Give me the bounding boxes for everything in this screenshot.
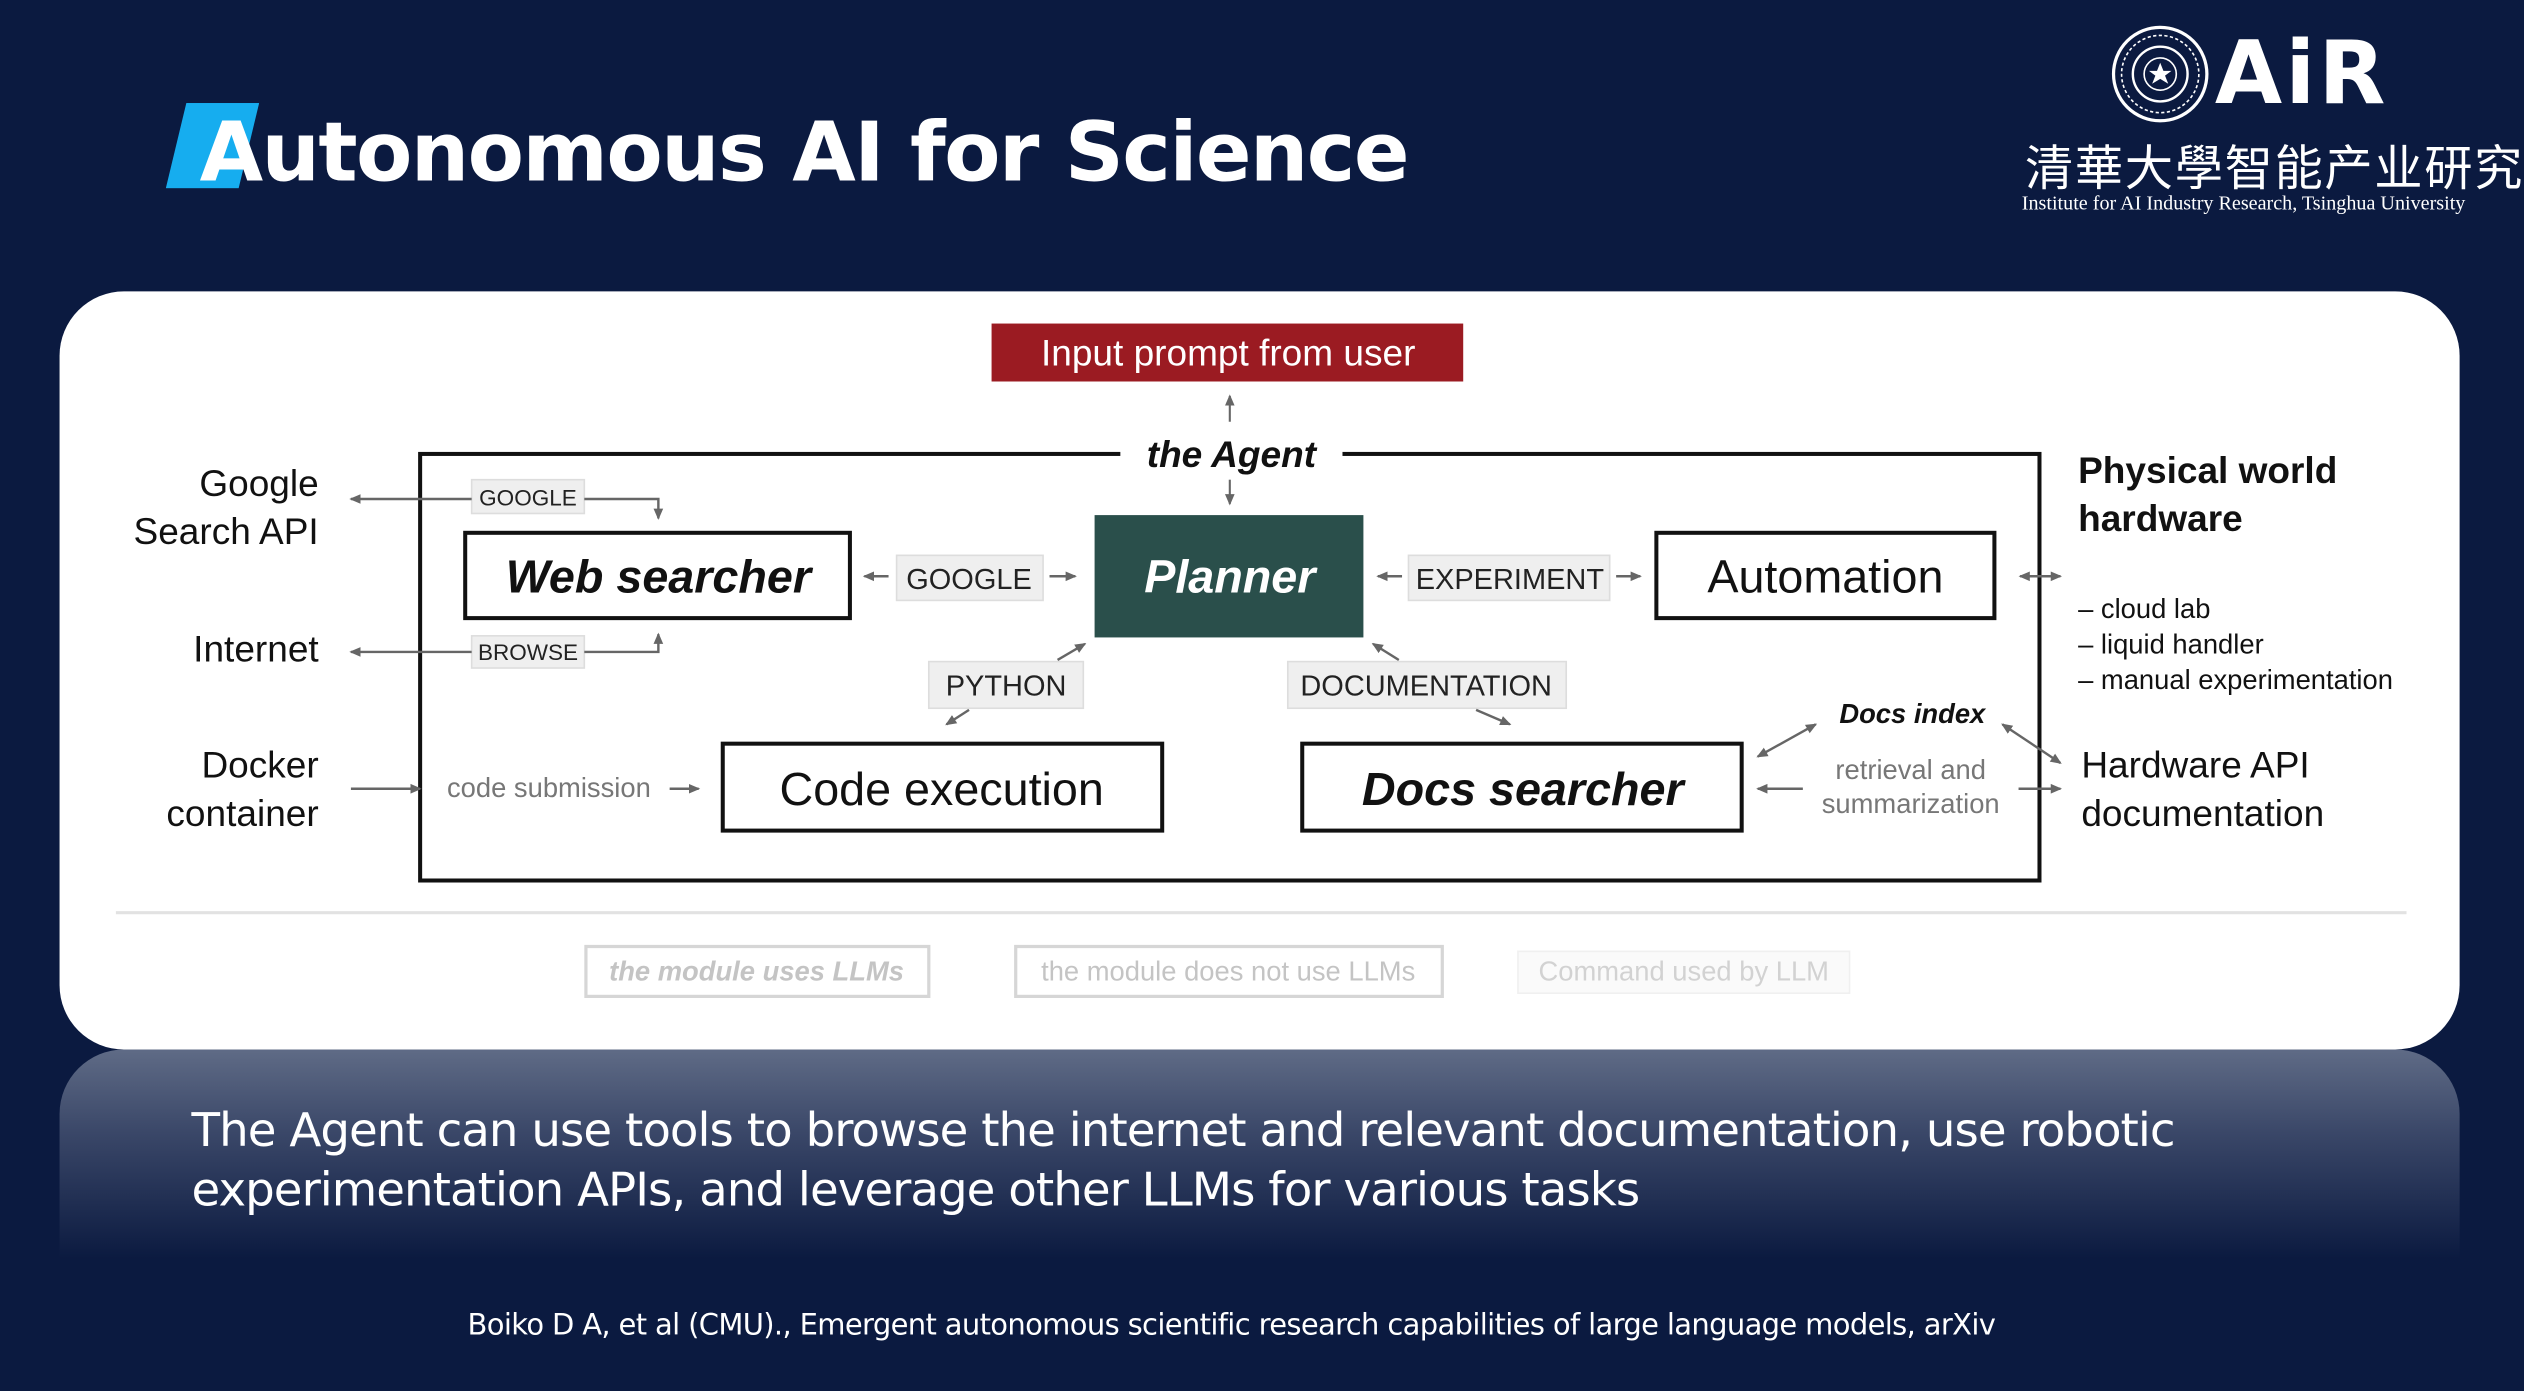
docker-label-1: Docker <box>201 743 318 785</box>
diagram-card <box>59 291 2460 1050</box>
physical-item: – cloud lab <box>2078 593 2210 624</box>
card-reflection <box>59 1049 2460 1259</box>
legend-item-command: Command used by LLM <box>1517 950 1851 994</box>
input-prompt-label: Input prompt from user <box>1041 331 1415 373</box>
retrieval-label-2: summarization <box>1822 788 2000 819</box>
svg-text:GOOGLE: GOOGLE <box>906 564 1032 596</box>
docs-searcher-module <box>1300 741 1744 833</box>
hardware-api-label-1: Hardware API <box>2081 743 2309 785</box>
web-searcher-module <box>463 530 852 621</box>
automation-label: Automation <box>1707 550 1943 602</box>
svg-text:BROWSE: BROWSE <box>478 640 578 665</box>
web-searcher-label: Web searcher <box>506 550 814 602</box>
slide-title: Autonomous AI for Science <box>199 106 1410 202</box>
physical-item: – manual experimentation <box>2078 664 2393 695</box>
command-google-top: GOOGLE <box>470 478 586 515</box>
command-python: PYTHON <box>927 660 1085 710</box>
legend-item-no-llm: the module does not use LLMs <box>1014 944 1444 999</box>
hardware-api-label-2: documentation <box>2081 792 2324 834</box>
air-logo: AiR <box>2214 22 2389 124</box>
svg-text:the module uses LLMs: the module uses LLMs <box>609 955 904 986</box>
planner-label: Planner <box>1144 550 1318 602</box>
command-google-mid: GOOGLE <box>895 554 1044 602</box>
planner-module <box>1094 515 1364 638</box>
svg-text:GOOGLE: GOOGLE <box>479 485 577 510</box>
input-prompt-box <box>991 323 1464 382</box>
svg-text:PYTHON: PYTHON <box>946 670 1067 702</box>
logo-chinese-name: 清華大學智能产业研究院 <box>2024 141 2524 198</box>
google-api-label-1: Google <box>199 462 318 504</box>
google-api-label-2: Search API <box>134 510 319 552</box>
physical-item: – liquid handler <box>2078 629 2264 660</box>
automation-module <box>1654 530 1997 621</box>
agent-label: the Agent <box>1147 433 1318 475</box>
internet-label: Internet <box>193 628 319 670</box>
svg-text:Command used by LLM: Command used by LLM <box>1539 955 1829 986</box>
tsinghua-seal-icon <box>2111 25 2209 123</box>
retrieval-label-1: retrieval and <box>1835 754 1986 785</box>
svg-text:DOCUMENTATION: DOCUMENTATION <box>1300 670 1552 702</box>
code-execution-label: Code execution <box>779 763 1103 815</box>
slide-caption: The Agent can use tools to browse the in… <box>191 1102 2176 1217</box>
code-submission-label: code submission <box>447 772 651 803</box>
docs-searcher-label: Docs searcher <box>1362 763 1687 815</box>
command-documentation: DOCUMENTATION <box>1286 660 1568 710</box>
legend-item-llm: the module uses LLMs <box>584 944 931 999</box>
code-execution-module <box>720 741 1165 833</box>
svg-text:the module does not use LLMs: the module does not use LLMs <box>1041 955 1415 986</box>
arrows <box>349 494 2063 794</box>
logo-english-name: Institute for AI Industry Research, Tsin… <box>2021 191 2466 215</box>
physical-title-2: hardware <box>2078 497 2243 539</box>
svg-text:EXPERIMENT: EXPERIMENT <box>1416 564 1605 596</box>
command-browse: BROWSE <box>470 635 586 669</box>
agent-diagram: Input prompt from user the Agent Planner… <box>115 323 2407 999</box>
physical-title-1: Physical world <box>2078 449 2337 491</box>
docker-label-2: container <box>166 792 318 834</box>
command-experiment: EXPERIMENT <box>1407 554 1611 602</box>
docs-index-label: Docs index <box>1839 698 1987 729</box>
citation: Boiko D A, et al (CMU)., Emergent autono… <box>467 1308 1996 1343</box>
